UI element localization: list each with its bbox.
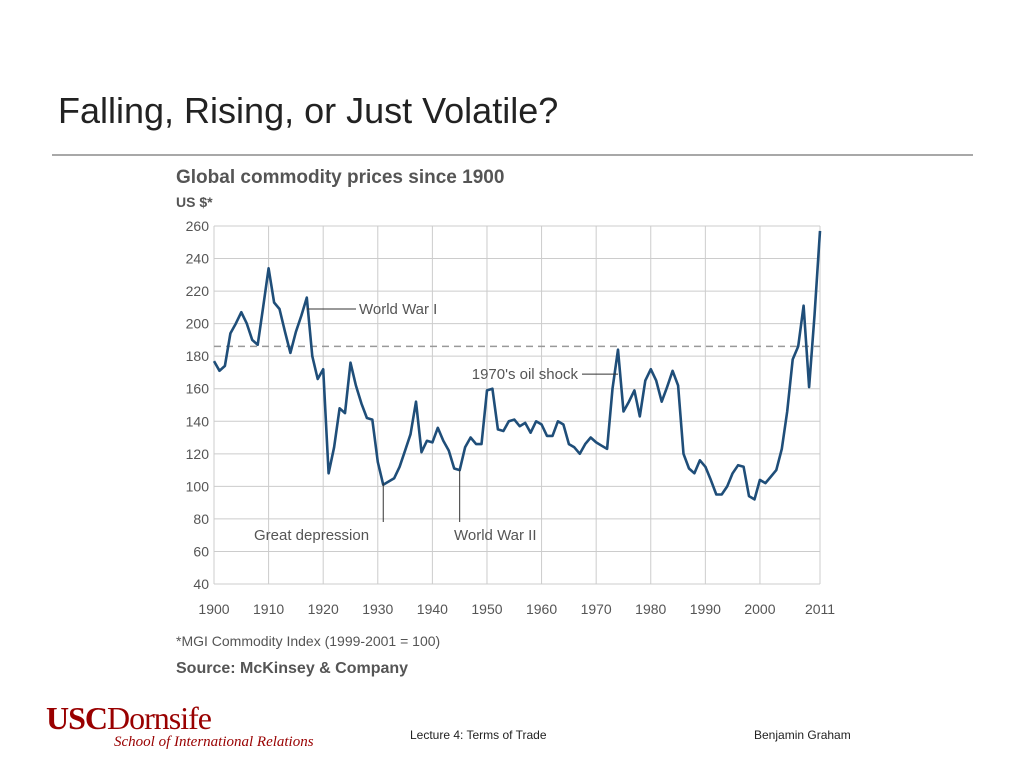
y-tick-label: 120 xyxy=(186,446,210,462)
usc-dornsife-logo: USCDornsife School of International Rela… xyxy=(46,700,314,750)
annotation-world-war-ii: World War II xyxy=(454,527,537,544)
chart-title: Global commodity prices since 1900 xyxy=(176,167,504,188)
series-line xyxy=(212,230,822,501)
x-axis-ticks: 1900 1910 1920 1930 1940 1950 1960 1970 1980 1990… xyxy=(198,601,835,617)
footer-lecture: Lecture 4: Terms of Trade xyxy=(410,728,547,742)
x-tick-label: 2011 xyxy=(805,601,835,617)
y-axis-label: US $* xyxy=(176,194,213,210)
gridlines xyxy=(213,225,821,585)
y-tick-label: 140 xyxy=(186,413,210,429)
y-tick-label: 160 xyxy=(186,381,210,397)
x-tick-label: 1920 xyxy=(308,601,339,617)
x-tick-label: 1940 xyxy=(417,601,448,617)
slide-title: Falling, Rising, or Just Volatile? xyxy=(58,90,559,131)
y-tick-label: 220 xyxy=(186,283,210,299)
x-tick-label: 1900 xyxy=(198,601,229,617)
y-tick-label: 240 xyxy=(186,251,210,267)
y-tick-label: 40 xyxy=(193,576,209,592)
chart-footnote: *MGI Commodity Index (1999-2001 = 100) xyxy=(176,633,440,649)
logo-dornsife-text: Dornsife xyxy=(107,700,212,736)
y-tick-label: 260 xyxy=(186,218,210,234)
x-tick-label: 1970 xyxy=(581,601,612,617)
x-tick-label: 1910 xyxy=(253,601,284,617)
x-tick-label: 1930 xyxy=(362,601,393,617)
logo-usc-text: USC xyxy=(46,700,108,736)
annotations: World War I 1970's oil shock Great depress… xyxy=(254,301,618,544)
x-tick-label: 1980 xyxy=(635,601,666,617)
annotation-great-depression: Great depression xyxy=(254,527,369,544)
x-tick-label: 1960 xyxy=(526,601,557,617)
title-divider xyxy=(52,154,973,156)
footer-author: Benjamin Graham xyxy=(754,728,851,742)
commodity-price-chart: Global commodity prices since 1900 US $*… xyxy=(176,167,835,677)
y-tick-label: 100 xyxy=(186,478,210,494)
y-tick-label: 200 xyxy=(186,316,210,332)
y-tick-label: 180 xyxy=(186,348,210,364)
y-tick-label: 60 xyxy=(193,543,209,559)
series-layer xyxy=(212,230,822,501)
logo-school-text: School of International Relations xyxy=(114,734,314,750)
y-tick-label: 80 xyxy=(193,511,209,527)
y-axis-ticks: 260 240 220 200 180 160 140 120 100 80 60 40 xyxy=(186,218,210,592)
annotation-oil-shock: 1970's oil shock xyxy=(472,366,579,383)
x-tick-label: 2000 xyxy=(744,601,775,617)
annotation-world-war-i: World War I xyxy=(359,301,437,318)
x-tick-label: 1990 xyxy=(690,601,721,617)
chart-source: Source: McKinsey & Company xyxy=(176,660,408,677)
x-tick-label: 1950 xyxy=(471,601,502,617)
